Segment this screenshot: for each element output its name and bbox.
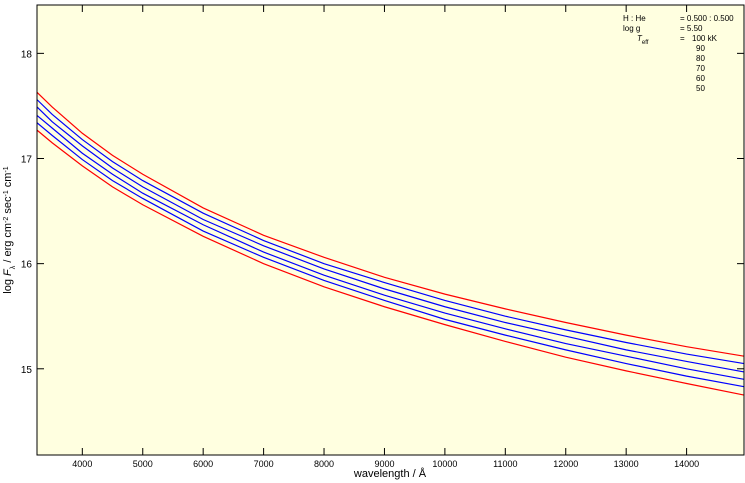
y-axis-title-part: / erg cm [2, 223, 14, 266]
legend-entry: 90 [696, 44, 705, 53]
spectrum-line [36, 129, 745, 396]
plot-frame [36, 4, 745, 456]
y-axis-title-part: -1 [3, 166, 10, 172]
legend-entry: 80 [696, 54, 705, 63]
x-tick-label: 13000 [614, 459, 639, 469]
lines [36, 91, 745, 396]
legend-title-eq: = [680, 34, 685, 43]
x-tick-label: 9000 [374, 459, 394, 469]
legend-entry: 60 [696, 74, 705, 83]
y-axis-title-part: sec [2, 196, 14, 217]
legend-entry: 100 kK [692, 34, 718, 43]
x-tick-label: 7000 [254, 459, 274, 469]
spectrum-line [36, 106, 745, 373]
legend-title: Teff [637, 34, 649, 46]
y-axis-title-part: log [2, 276, 14, 294]
x-tick-label: 4000 [72, 459, 92, 469]
x-tick-label: 11000 [493, 459, 517, 469]
x-tick-label: 12000 [553, 459, 578, 469]
x-axis-title: wavelength / Å [353, 467, 427, 480]
y-axis-title-part: λ [10, 265, 17, 269]
y-axis-title: log Fλ / erg cm-2 sec-1 cm-1 [2, 166, 17, 294]
y-tick-label: 15 [21, 365, 33, 376]
legend-title-sub: eff [642, 40, 649, 46]
y-axis-title-part: -1 [3, 190, 10, 196]
legend-entry: 50 [696, 84, 705, 93]
x-tick-label: 10000 [432, 459, 457, 469]
y-tick-label: 18 [21, 49, 33, 60]
annotation-label: log g [623, 24, 640, 33]
y-axis-title-part: cm [2, 173, 14, 191]
spectrum-line [36, 114, 745, 380]
x-tick-label: 14000 [674, 459, 699, 469]
spectrum-line [36, 122, 745, 388]
x-tick-label: 6000 [193, 459, 213, 469]
spectrum-line [36, 99, 745, 365]
spectrum-line [36, 91, 745, 357]
y-axis-title-part: -2 [3, 217, 10, 223]
y-axis-title-part: F [2, 268, 14, 276]
plot-background [37, 5, 744, 455]
x-tick-label: 5000 [133, 459, 153, 469]
x-tick-label: 8000 [314, 459, 334, 469]
y-tick-label: 16 [21, 260, 33, 271]
legend-title-main: T [637, 34, 643, 43]
annotation-value: = 0.500 : 0.500 [680, 14, 734, 23]
y-tick-label: 17 [21, 155, 33, 166]
annotation-label: H : He [623, 14, 646, 23]
annotation-value: = 5.50 [680, 24, 703, 33]
legend-entry: 70 [696, 64, 705, 73]
